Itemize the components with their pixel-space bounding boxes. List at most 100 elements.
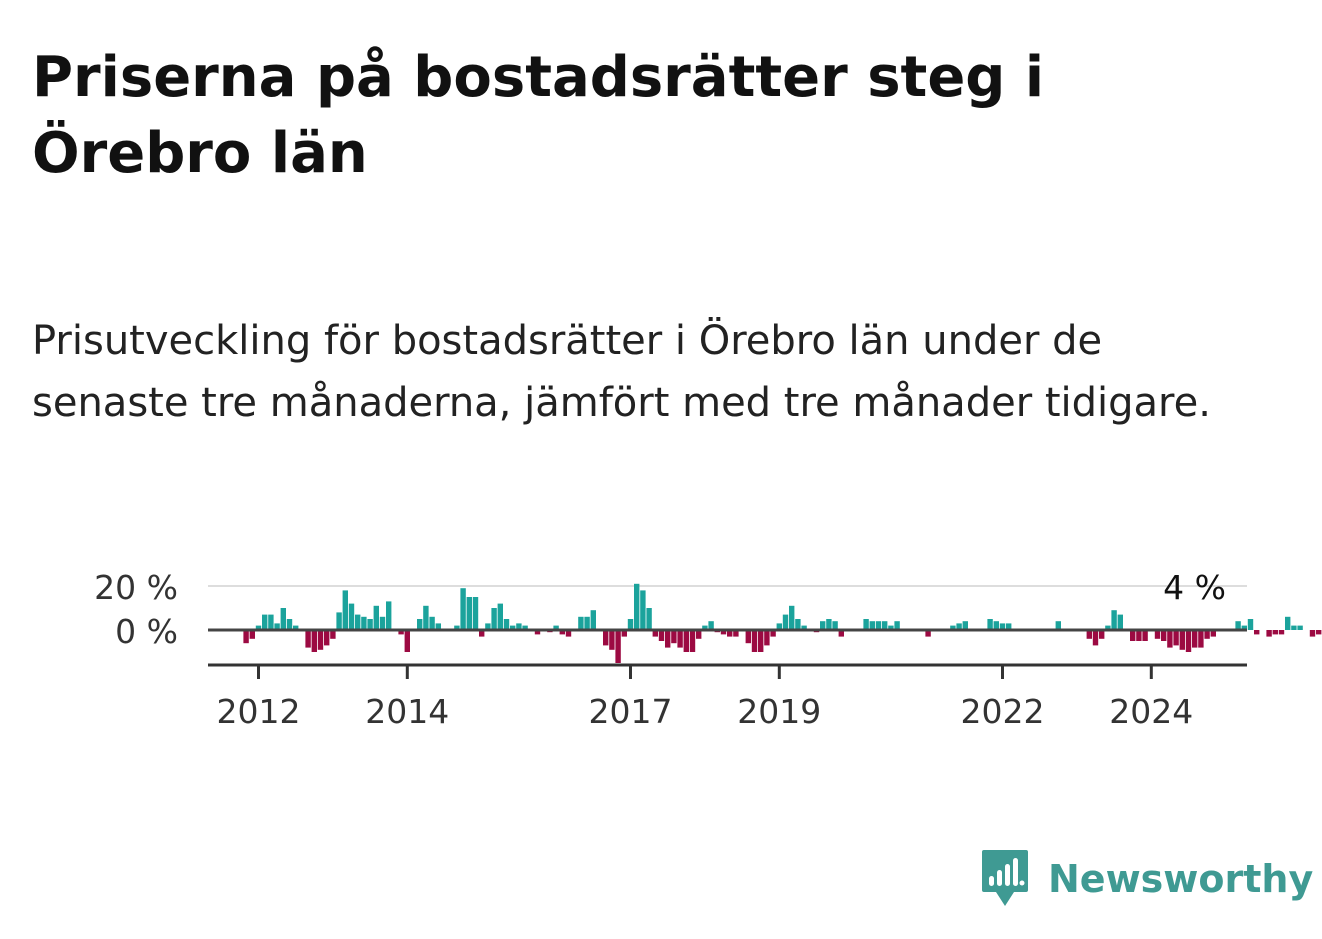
bar: [888, 625, 894, 630]
bar: [962, 621, 968, 630]
bar: [1117, 614, 1123, 630]
bar: [1241, 625, 1247, 630]
bar: [683, 630, 689, 652]
bar: [652, 630, 658, 637]
bar: [305, 630, 311, 648]
bar: [361, 616, 367, 630]
bar: [479, 630, 485, 637]
bar: [274, 623, 280, 630]
bar: [789, 605, 795, 630]
bar: [379, 616, 386, 630]
bar: [280, 608, 286, 630]
bar: [466, 597, 472, 630]
bar: [764, 630, 770, 646]
bar: [472, 597, 479, 630]
bar: [342, 590, 348, 630]
bar: [559, 630, 565, 635]
bar: [745, 630, 751, 644]
bar: [615, 630, 621, 663]
bar: [720, 630, 727, 635]
bar: [1309, 630, 1316, 637]
bar: [999, 623, 1006, 630]
bar: [832, 621, 838, 630]
bar: [1086, 630, 1092, 639]
bar: [1316, 630, 1322, 635]
bar: [1272, 630, 1278, 635]
bar: [1185, 630, 1192, 652]
bar: [658, 630, 665, 641]
bar: [404, 630, 410, 652]
x-tick-label: 2014: [365, 692, 449, 731]
bar: [386, 601, 392, 630]
bar: [770, 630, 776, 637]
bar: [782, 614, 789, 630]
bar: [950, 625, 956, 630]
bar: [838, 630, 844, 637]
x-tick-label: 2019: [737, 692, 821, 731]
bar: [1198, 630, 1204, 648]
brand-name: Newsworthy: [1048, 857, 1314, 901]
bar: [330, 630, 336, 639]
bar: [1192, 630, 1198, 648]
bar: [987, 619, 993, 630]
bar: [869, 621, 875, 630]
bar: [510, 625, 516, 630]
bar: [1105, 625, 1111, 630]
bar: [497, 603, 503, 630]
bar: [603, 630, 609, 646]
bar: [565, 630, 572, 637]
bars-layer: [243, 583, 1322, 663]
bar: [1285, 616, 1291, 630]
bar: [522, 625, 528, 630]
bar: [776, 623, 782, 630]
bar: [826, 619, 832, 630]
bar: [249, 630, 255, 639]
bar: [1247, 619, 1254, 630]
bar: [268, 614, 274, 630]
bar: [348, 603, 355, 630]
bar: [336, 612, 342, 630]
bar: [1130, 630, 1136, 641]
bar: [1204, 630, 1210, 639]
bar: [534, 630, 541, 635]
bar: [311, 630, 317, 652]
bar: [820, 621, 826, 630]
bar: [733, 630, 739, 637]
bar: [1266, 630, 1272, 637]
bar: [1006, 623, 1012, 630]
bar: [1210, 630, 1216, 637]
bar: [634, 583, 640, 630]
bar: [677, 630, 683, 648]
bar: [324, 630, 330, 646]
x-tick-label: 2017: [589, 692, 673, 731]
bar: [696, 630, 702, 639]
x-tick-label: 2022: [961, 692, 1045, 731]
bar: [255, 625, 262, 630]
bar: [758, 630, 764, 652]
bar: [1092, 630, 1099, 646]
bar: [423, 605, 429, 630]
axis-layer: [208, 628, 1247, 679]
bar: [355, 614, 361, 630]
bar: [627, 619, 634, 630]
x-tick-label: 2012: [217, 692, 301, 731]
bar: [429, 616, 435, 630]
bar: [640, 590, 646, 630]
bar: [956, 623, 962, 630]
bar: [435, 623, 441, 630]
bar: [516, 623, 522, 630]
bar: [398, 630, 404, 635]
bar: [621, 630, 627, 637]
bar: [578, 616, 584, 630]
bar: [1111, 610, 1117, 630]
bar: [1254, 630, 1260, 635]
bar: [1278, 630, 1285, 635]
bar: [293, 625, 299, 630]
bar: [243, 630, 249, 644]
labels-layer: 0 % 20 % 2012 2014 2017 2019 2022 2024 4 %: [94, 568, 1226, 731]
bar: [727, 630, 733, 637]
bar: [1161, 630, 1167, 641]
y-tick-label: 20 %: [94, 568, 178, 607]
bar: [665, 630, 671, 648]
bar: [882, 621, 888, 630]
